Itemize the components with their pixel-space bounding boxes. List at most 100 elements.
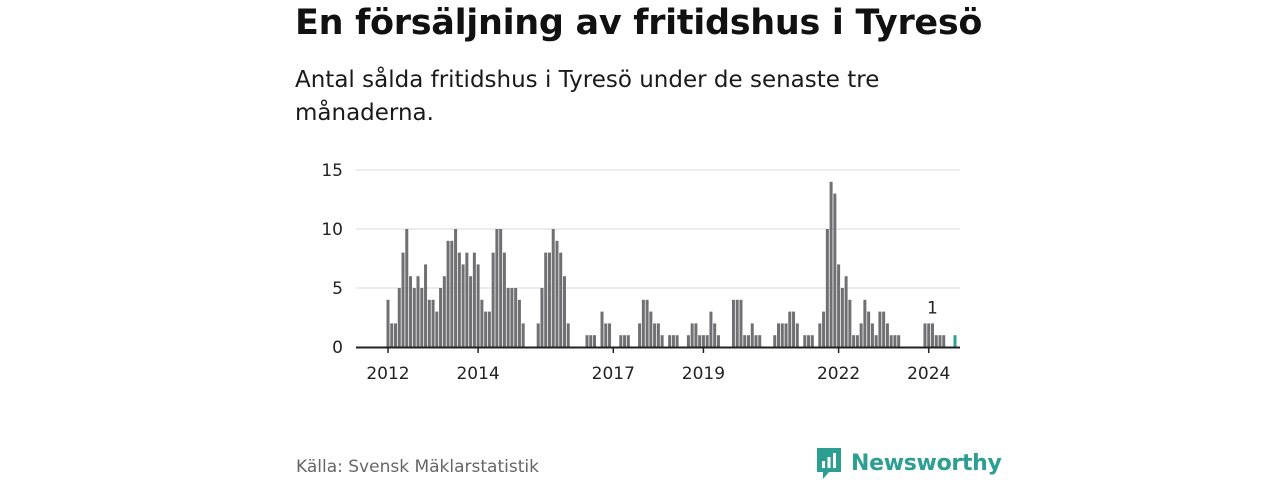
x-tick-label: 2014 [456,364,499,384]
bar [743,335,747,347]
source-credit: Källa: Svensk Mäklarstatistik [296,457,539,477]
bar [435,311,439,347]
bar [859,323,863,347]
bar [416,276,420,347]
bar [499,229,503,347]
bar [739,299,743,347]
bar [788,311,792,347]
bar [562,276,566,347]
bar [777,323,781,347]
bar [746,335,750,347]
bar [792,311,796,347]
bar [555,240,559,347]
bar [566,323,570,347]
bar [420,288,424,347]
bar [409,276,413,347]
bar [469,276,473,347]
chart-title: En försäljning av fritidshus i Tyresö [295,3,983,43]
bar [660,335,664,347]
bar [514,288,518,347]
bar [401,252,405,347]
x-tick-label: 2022 [817,364,860,384]
bar [837,264,841,347]
bar [502,252,506,347]
bar [551,229,555,347]
bar [889,335,893,347]
bar [589,335,593,347]
bar [412,288,416,347]
bar [705,335,709,347]
bar [855,335,859,347]
bar [897,335,901,347]
bar [923,323,927,347]
bar [536,323,540,347]
bar [487,311,491,347]
bar [600,311,604,347]
bar [825,229,829,347]
bar [517,299,521,347]
bar-chart: 0 5 10 15 2012 2014 2017 2019 2022 2024 1 [321,161,960,384]
bar [405,229,409,347]
bar [476,264,480,347]
y-tick-label: 5 [332,279,343,299]
newsworthy-logo: Newsworthy [815,446,1002,480]
bar [803,335,807,347]
bar [713,323,717,347]
x-tick-label: 2017 [592,364,635,384]
bar [930,323,934,347]
bar [495,229,499,347]
bar [686,335,690,347]
bar [818,323,822,347]
bar [641,299,645,347]
bar [758,335,762,347]
bar [585,335,589,347]
bar [938,335,942,347]
bar [878,311,882,347]
bar [604,323,608,347]
bar [927,323,931,347]
bar [874,335,878,347]
bar [867,311,871,347]
bar [690,323,694,347]
bar [431,299,435,347]
x-tick-label: 2024 [907,364,950,384]
bar [446,240,450,347]
bar [822,311,826,347]
brand-name: Newsworthy [851,450,1002,476]
bar [653,323,657,347]
bar [694,323,698,347]
bar [510,288,514,347]
data-label: 1 [927,298,938,318]
bar [547,252,551,347]
bar [461,264,465,347]
bar [675,335,679,347]
bar [807,335,811,347]
bar [735,299,739,347]
bar [773,335,777,347]
bar [780,323,784,347]
bar [716,335,720,347]
bar [390,323,394,347]
bar [709,311,713,347]
bar [829,181,833,347]
bar [386,299,390,347]
x-tick-label: 2019 [682,364,725,384]
bar [619,335,623,347]
bar [810,335,814,347]
y-tick-label: 15 [321,161,343,181]
bar [465,252,469,347]
x-axis-ticks: 2012 2014 2017 2019 2022 2024 [366,347,950,384]
bar [844,276,848,347]
bar [668,335,672,347]
bar [698,335,702,347]
bar [870,323,874,347]
bar [731,299,735,347]
bar [840,288,844,347]
bars [386,181,957,347]
bar [424,264,428,347]
bar [491,252,495,347]
bar [882,311,886,347]
bar [394,323,398,347]
x-tick-label: 2012 [366,364,409,384]
bar [427,299,431,347]
